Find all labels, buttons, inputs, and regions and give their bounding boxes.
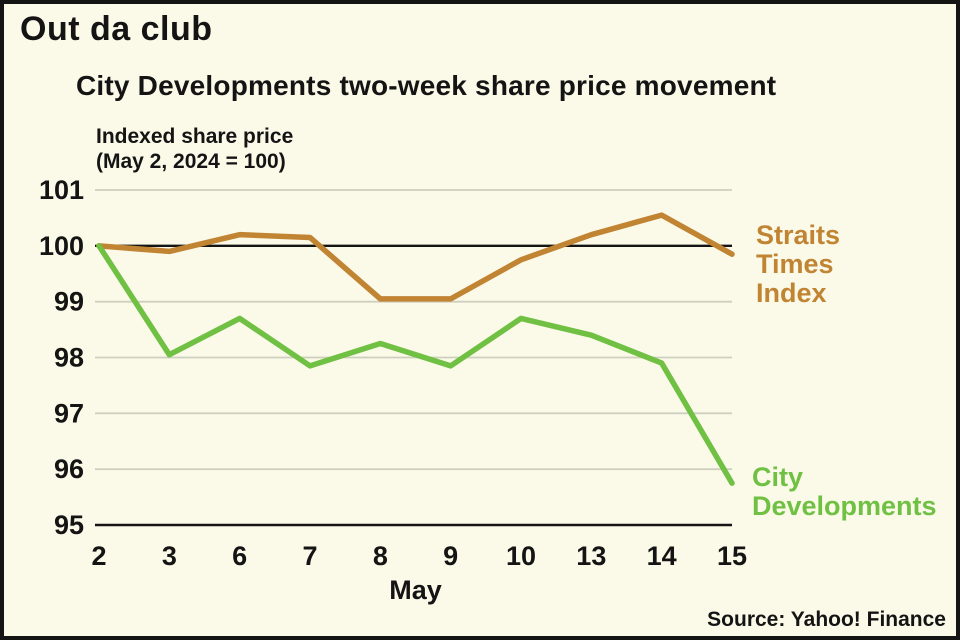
x-tick-label: 15	[717, 541, 747, 571]
x-tick-label: 9	[443, 541, 458, 571]
y-axis-title-line2: (May 2, 2024 = 100)	[96, 150, 286, 174]
y-tick-label: 96	[54, 454, 84, 484]
page-title: Out da club	[20, 10, 213, 48]
x-tick-label: 2	[91, 541, 106, 571]
y-axis-title: Indexed share price (May 2, 2024 = 100)	[96, 124, 293, 174]
series-line-straits-times-index	[96, 212, 735, 302]
series-label-city-developments: Developments	[752, 491, 937, 521]
x-tick-label: 3	[162, 541, 177, 571]
y-tick-label: 97	[54, 398, 84, 428]
y-tick-label: 95	[54, 510, 84, 540]
series-label-straits-times-index: Straits	[756, 220, 840, 250]
x-tick-label: 13	[576, 541, 606, 571]
x-axis-title: May	[389, 575, 442, 605]
x-tick-label: 14	[647, 541, 677, 571]
chart-canvas: 95 96 97 98 99 100 101 2 3 6 7 8 9 10 13 14 15 May Straits…	[39, 175, 937, 605]
y-axis-title-line1: Indexed share price	[96, 125, 294, 148]
series-label-straits-times-index: Index	[756, 278, 827, 308]
series-label-city-developments: City	[752, 462, 803, 492]
y-tick-label: 101	[39, 175, 84, 205]
series-label-straits-times-index: Times	[756, 249, 834, 279]
y-tick-label: 98	[54, 343, 84, 373]
x-tick-label: 7	[302, 541, 317, 571]
y-tick-label: 100	[39, 231, 84, 261]
x-tick-label: 6	[232, 541, 247, 571]
x-tick-label: 10	[506, 541, 536, 571]
y-tick-label: 99	[54, 287, 84, 317]
source-note: Source: Yahoo! Finance	[707, 608, 946, 631]
series-line-city-developments	[96, 243, 735, 486]
x-tick-label: 8	[373, 541, 388, 571]
chart-subtitle: City Developments two-week share price m…	[76, 70, 777, 101]
